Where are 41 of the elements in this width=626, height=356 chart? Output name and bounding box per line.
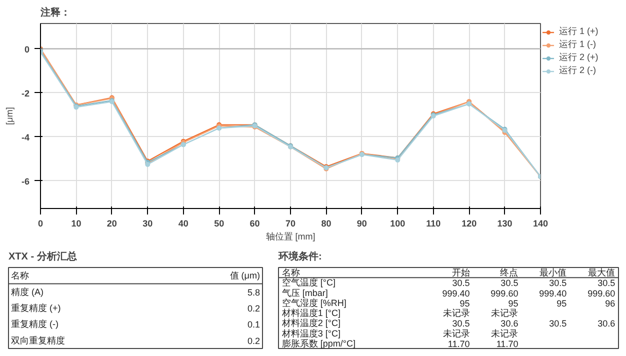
text: 材料温度3 [°C] 未记录 未记录 [282, 328, 518, 338]
x-tick-label: 130 [497, 218, 512, 228]
x-tick-label: 100 [390, 218, 406, 228]
text: XTX - 分析汇总 [8, 250, 78, 262]
text: 膨胀系数 [ppm/°C] 11.70 11.70 [282, 338, 518, 349]
x-tick-label: 110 [426, 218, 441, 228]
y-tick-label: -6 [22, 176, 30, 186]
x-axis-title: 轴位置 [mm] [266, 232, 316, 242]
legend-label: 运行 1 (+) [559, 25, 598, 38]
text: 名称 值 (μm) [11, 270, 260, 281]
text: 重复精度 (+) 0.2 [11, 303, 260, 314]
x-tick-label: 40 [178, 218, 188, 228]
legend-label: 运行 2 (+) [559, 51, 598, 64]
y-tick-label: -2 [22, 88, 30, 98]
text: 精度 (A) 5.8 [11, 286, 260, 298]
x-tick-label: 80 [321, 218, 332, 228]
text: 空气湿度 [%RH] 95 95 95 96 [282, 298, 616, 308]
x-tick-label: 120 [462, 218, 477, 228]
text: 环境条件: [278, 250, 322, 262]
legend-label: 运行 1 (-) [559, 38, 596, 51]
x-tick-label: 70 [285, 218, 296, 228]
x-tick-label: 0 [38, 218, 44, 228]
chart-title: 注释： [40, 6, 70, 18]
legend-label: 运行 2 (-) [559, 64, 596, 77]
text: 材料温度1 [°C] 未记录 未记录 [282, 308, 518, 318]
y-axis-title: [μm] [4, 107, 14, 125]
y-tick-label: 0 [24, 44, 30, 54]
x-tick-label: 90 [356, 218, 367, 228]
y-tick-label: -4 [22, 132, 30, 142]
text: 气压 [mbar] 999.40 999.60 999.40 999.60 [282, 288, 616, 298]
x-tick-label: 60 [250, 218, 260, 228]
text: 材料温度2 [°C] 30.5 30.6 30.5 30.6 [282, 318, 616, 329]
x-tick-label: 30 [142, 218, 153, 228]
text: 双向重复精度 0.2 [11, 335, 260, 346]
x-tick-label: 50 [214, 218, 224, 228]
x-tick-label: 20 [106, 218, 117, 228]
text: 重复精度 (-) 0.1 [11, 319, 260, 330]
x-tick-label: 10 [71, 218, 82, 228]
text: 名称 开始 终点 最小值 最大值 [282, 268, 616, 278]
x-tick-label: 140 [532, 218, 548, 228]
text: 空气温度 [°C] 30.5 30.5 30.5 30.5 [282, 278, 616, 288]
